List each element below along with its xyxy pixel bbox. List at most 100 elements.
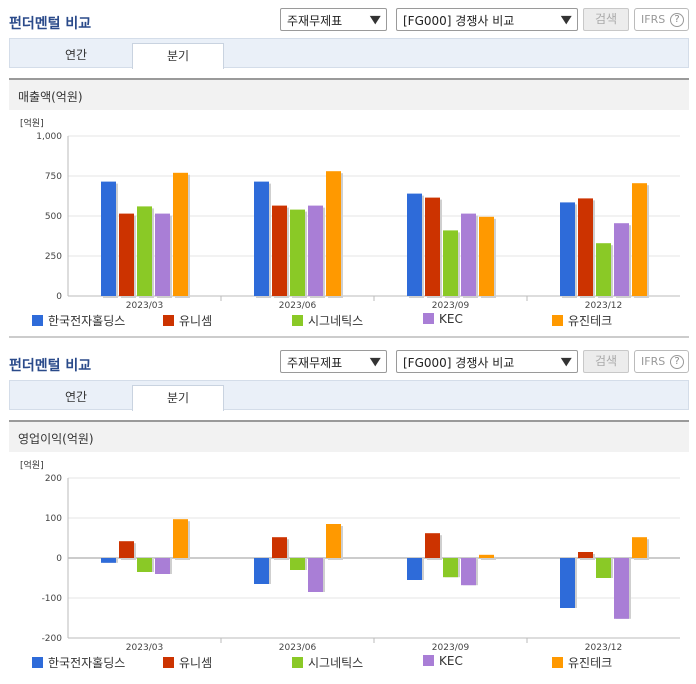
bar[interactable] [155, 213, 170, 296]
bar[interactable] [407, 558, 422, 580]
legend-label: 한국전자홀딩스 [48, 656, 126, 670]
tab-quarter[interactable]: 분기 [132, 385, 224, 411]
bar[interactable] [443, 230, 458, 296]
panel-title: 펀더멘털 비교 [9, 358, 92, 374]
legend-label: KEC [439, 654, 463, 668]
chevron-down-icon: ▼ [560, 355, 572, 368]
bar[interactable] [254, 181, 269, 296]
y-tick-label: 250 [45, 252, 62, 262]
help-icon[interactable]: ? [670, 355, 684, 369]
legend-label: 유진테크 [568, 656, 613, 670]
tab-annual[interactable]: 연간 [64, 390, 88, 404]
search-button[interactable]: 검색 [583, 350, 629, 373]
bar[interactable] [101, 558, 116, 563]
legend-swatch [163, 315, 174, 326]
compare-group-value: [FG000] 경쟁사 비교 [403, 356, 515, 370]
legend-label: 시그네틱스 [308, 314, 364, 328]
bar[interactable] [461, 213, 476, 296]
bar[interactable] [479, 216, 494, 296]
y-tick-label: 500 [45, 212, 62, 222]
bar[interactable] [632, 537, 647, 558]
x-tick-label: 2023/03 [126, 301, 163, 311]
bar[interactable] [173, 172, 188, 296]
legend-item[interactable]: 한국전자홀딩스 [32, 312, 125, 329]
legend-swatch [292, 315, 303, 326]
bar[interactable] [290, 209, 305, 296]
x-tick-label: 2023/09 [432, 301, 470, 311]
bar[interactable] [479, 554, 494, 558]
bar[interactable] [155, 558, 170, 574]
section-header: 영업이익(억원) [9, 420, 689, 452]
legend-item[interactable]: 시그네틱스 [292, 312, 363, 329]
legend-item[interactable]: KEC [423, 654, 463, 668]
ifrs-button[interactable]: IFRS ? [634, 350, 689, 373]
legend-item[interactable]: 시그네틱스 [292, 654, 363, 671]
bar[interactable] [425, 197, 440, 296]
bar[interactable] [632, 183, 647, 296]
chevron-down-icon: ▼ [560, 13, 572, 26]
tab-annual[interactable]: 연간 [64, 48, 88, 62]
legend-swatch [552, 315, 563, 326]
bar[interactable] [326, 524, 341, 558]
legend-swatch [163, 657, 174, 668]
bar[interactable] [272, 537, 287, 558]
search-button[interactable]: 검색 [583, 8, 629, 31]
y-unit-label: [억원] [20, 459, 44, 471]
legend-label: 유니셈 [179, 314, 213, 328]
bar[interactable] [308, 205, 323, 296]
legend-item[interactable]: 유진테크 [552, 312, 612, 329]
bar[interactable] [560, 202, 575, 296]
legend-item[interactable]: 유니셈 [163, 654, 212, 671]
legend-label: KEC [439, 312, 463, 326]
bar-shadow [481, 556, 496, 560]
legend-swatch [423, 655, 434, 666]
bar[interactable] [137, 558, 152, 572]
legend-item[interactable]: 유니셈 [163, 312, 212, 329]
bar[interactable] [101, 181, 116, 296]
bar[interactable] [272, 205, 287, 296]
bar[interactable] [425, 533, 440, 558]
bar[interactable] [308, 558, 323, 592]
bar[interactable] [614, 223, 629, 296]
legend-label: 시그네틱스 [308, 656, 364, 670]
bar[interactable] [596, 558, 611, 578]
tab-quarter[interactable]: 분기 [132, 43, 224, 69]
bar[interactable] [326, 171, 341, 296]
bar[interactable] [137, 206, 152, 296]
x-tick-label: 2023/06 [279, 301, 317, 311]
bar[interactable] [614, 558, 629, 619]
help-icon[interactable]: ? [670, 13, 684, 27]
statement-type-select[interactable]: 주재무제표 ▼ [280, 350, 387, 373]
bar[interactable] [407, 193, 422, 296]
bar[interactable] [254, 558, 269, 584]
bar[interactable] [119, 541, 134, 558]
bar[interactable] [173, 519, 188, 558]
chart-legend: 한국전자홀딩스 유니셈 시그네틱스 KEC 유진테크 [0, 312, 696, 330]
bar[interactable] [578, 552, 593, 558]
legend-item[interactable]: 유진테크 [552, 654, 612, 671]
legend-item[interactable]: 한국전자홀딩스 [32, 654, 125, 671]
bar[interactable] [560, 558, 575, 608]
bar[interactable] [290, 558, 305, 570]
bar[interactable] [578, 198, 593, 296]
bar[interactable] [596, 243, 611, 296]
legend-item[interactable]: KEC [423, 312, 463, 326]
y-tick-label: 750 [45, 172, 62, 182]
ifrs-button[interactable]: IFRS ? [634, 8, 689, 31]
bar[interactable] [119, 213, 134, 296]
bar[interactable] [461, 558, 476, 586]
operating-profit-bar-chart: [억원] -200 -100 0 100 200 2023/03 2023/06 2023/09… [20, 459, 680, 653]
statement-type-select[interactable]: 주재무제표 ▼ [280, 8, 387, 31]
y-tick-label: 200 [45, 474, 62, 484]
compare-group-select[interactable]: [FG000] 경쟁사 비교 ▼ [396, 350, 578, 373]
panel-operating-profit: 펀더멘털 비교 주재무제표 ▼ [FG000] 경쟁사 비교 ▼ 검색 IFRS… [0, 342, 696, 684]
legend-swatch [32, 657, 43, 668]
x-tick-label: 2023/06 [279, 643, 317, 653]
chevron-down-icon: ▼ [369, 13, 381, 26]
statement-type-value: 주재무제표 [287, 14, 343, 28]
compare-group-select[interactable]: [FG000] 경쟁사 비교 ▼ [396, 8, 578, 31]
y-unit-label: [억원] [20, 117, 44, 129]
legend-swatch [423, 313, 434, 324]
bar[interactable] [443, 558, 458, 578]
chevron-down-icon: ▼ [369, 355, 381, 368]
